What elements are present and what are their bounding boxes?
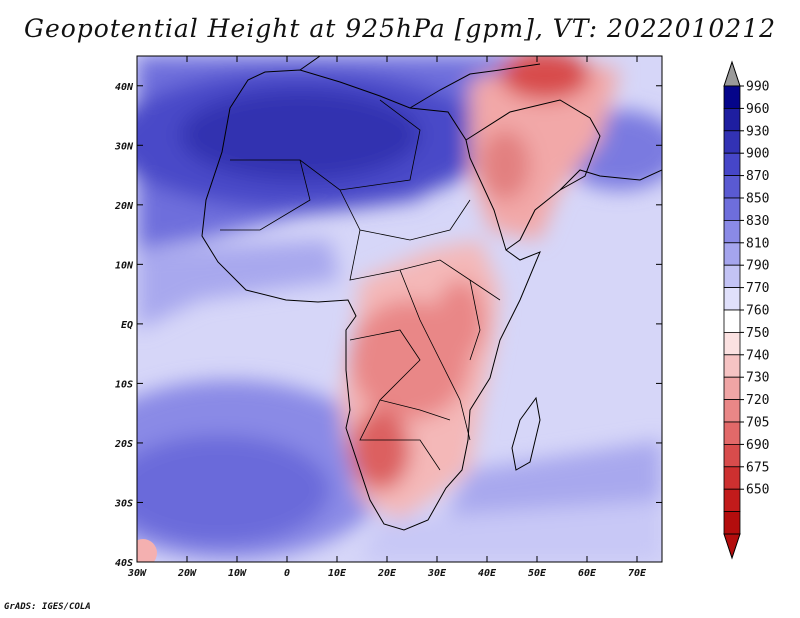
x-tick-label: 10W (228, 568, 247, 579)
colorbar-label: 810 (746, 236, 769, 251)
colorbar: 990 960 930 900 870 850 830 810 790 770 760 750 740 7… (723, 60, 769, 560)
x-tick-label: 70E (628, 568, 647, 579)
x-tick-label: 30W (127, 568, 147, 579)
colorbar-label: 730 (746, 371, 769, 386)
y-tick-label: 10S (115, 379, 133, 390)
colorbar-top-arrow (723, 60, 741, 87)
y-tick-label: 40N (115, 82, 134, 93)
y-tick-label: 10N (115, 260, 134, 271)
y-tick-label: 20N (114, 201, 134, 212)
coastlines (201, 56, 662, 531)
colorbar-label: 870 (746, 169, 769, 184)
y-tick-label: 30S (114, 498, 133, 509)
colorbar-label: 740 (746, 348, 769, 363)
colorbar-swatch (723, 108, 741, 132)
map-title: Geopotential Height at 925hPa [gpm], VT:… (23, 14, 777, 43)
geopotential-field (137, 56, 662, 562)
colorbar-swatch (723, 376, 741, 401)
colorbar-label: 760 (746, 304, 769, 319)
colorbar-label: 675 (746, 460, 769, 475)
map-frame (136, 55, 663, 563)
colorbar-label: 830 (746, 214, 769, 229)
colorbar-swatch (723, 309, 741, 333)
colorbar-swatch (723, 466, 741, 490)
colorbar-swatch (723, 443, 741, 468)
x-tick-label: 0 (284, 568, 290, 579)
colorbar-bottom-arrow (723, 533, 741, 560)
colorbar-label: 930 (746, 124, 769, 139)
x-tick-label: 60E (578, 568, 597, 579)
colorbar-swatch (723, 354, 741, 378)
colorbar-swatch (723, 242, 741, 266)
x-tick-label: 20W (177, 568, 197, 579)
colorbar-swatch (723, 264, 741, 289)
colorbar-label: 850 (746, 192, 769, 207)
colorbar-swatch (723, 511, 741, 535)
colorbar-label: 790 (746, 259, 769, 274)
colorbar-swatch (723, 488, 741, 513)
x-tick-label: 10E (328, 568, 347, 579)
colorbar-label: 690 (746, 438, 769, 453)
colorbar-swatch (723, 331, 741, 356)
y-tick-label: 30N (114, 141, 134, 152)
colorbar-label: 990 (746, 80, 769, 95)
y-axis-ticks: 40N 30N 20N 10N EQ 10S 20S 30S 40S (114, 82, 662, 569)
x-tick-label: 40E (478, 568, 497, 579)
x-tick-label: 30E (427, 568, 447, 579)
colorbar-swatch (723, 85, 741, 109)
colorbar-label: 705 (746, 416, 769, 431)
y-tick-label: EQ (121, 320, 133, 331)
y-tick-label: 40S (115, 558, 133, 569)
colorbar-label: 650 (746, 483, 769, 498)
colorbar-swatch (723, 399, 741, 423)
grads-credit: GrADS: IGES/COLA (4, 602, 91, 612)
colorbar-swatch (723, 197, 741, 221)
colorbar-label: 720 (746, 393, 769, 408)
colorbar-swatch (723, 219, 741, 244)
x-tick-label: 50E (528, 568, 547, 579)
colorbar-swatch (723, 175, 741, 199)
colorbar-label: 750 (746, 326, 769, 341)
y-tick-label: 20S (114, 439, 133, 450)
x-axis-ticks: 30W 20W 10W 0 10E 20E 30E 40E 50E 60E 70E (127, 56, 647, 579)
colorbar-label: 770 (746, 281, 769, 296)
colorbar-swatch (723, 152, 741, 176)
colorbar-swatch (723, 421, 741, 445)
country-borders (220, 99, 501, 471)
x-tick-label: 20E (377, 568, 397, 579)
colorbar-swatch (723, 287, 741, 311)
colorbar-label: 900 (746, 147, 769, 162)
colorbar-label: 960 (746, 102, 769, 117)
colorbar-swatch (723, 130, 741, 154)
